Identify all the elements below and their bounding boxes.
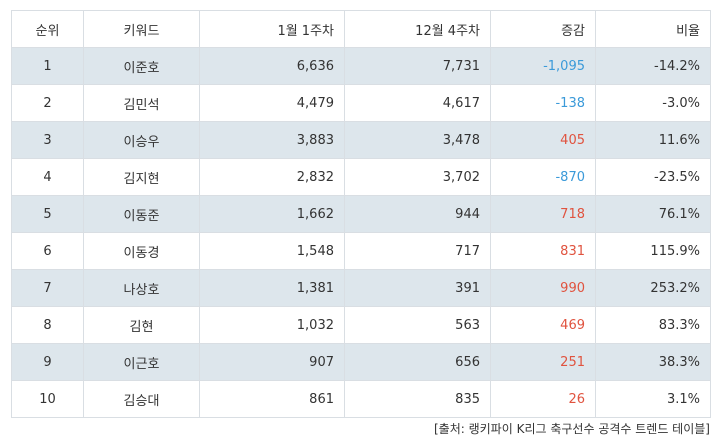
cell-week1: 861	[199, 380, 345, 418]
cell-week2: 391	[344, 269, 491, 307]
cell-rank: 10	[11, 380, 84, 418]
cell-diff: 831	[490, 232, 596, 270]
cell-diff: -138	[490, 84, 596, 122]
header-week2: 12월 4주차	[344, 10, 491, 48]
cell-ratio: 11.6%	[595, 121, 711, 159]
cell-ratio: 253.2%	[595, 269, 711, 307]
cell-week2: 3,702	[344, 158, 491, 196]
trend-table: 순위 키워드 1월 1주차 12월 4주차 증감 비율 1 이준호 6,636 7,7…	[11, 10, 711, 418]
cell-rank: 1	[11, 47, 84, 85]
table-header: 순위 키워드 1월 1주차 12월 4주차 증감 비율	[11, 10, 711, 48]
cell-ratio: 83.3%	[595, 306, 711, 344]
cell-keyword: 나상호	[83, 269, 200, 307]
cell-keyword: 이준호	[83, 47, 200, 85]
cell-week1: 1,662	[199, 195, 345, 233]
cell-rank: 9	[11, 343, 84, 381]
table-row: 2 김민석 4,479 4,617 -138 -3.0%	[11, 84, 711, 122]
cell-rank: 5	[11, 195, 84, 233]
cell-rank: 4	[11, 158, 84, 196]
cell-week2: 7,731	[344, 47, 491, 85]
cell-ratio: 38.3%	[595, 343, 711, 381]
table-row: 8 김현 1,032 563 469 83.3%	[11, 306, 711, 344]
cell-keyword: 이승우	[83, 121, 200, 159]
cell-diff: -870	[490, 158, 596, 196]
cell-diff: 26	[490, 380, 596, 418]
header-ratio: 비율	[595, 10, 711, 48]
header-week1: 1월 1주차	[199, 10, 345, 48]
source-caption: [출처: 랭키파이 K리그 축구선수 공격수 트렌드 테이블]	[433, 422, 710, 436]
cell-rank: 2	[11, 84, 84, 122]
header-diff: 증감	[490, 10, 596, 48]
cell-week2: 835	[344, 380, 491, 418]
trend-table-container: 순위 키워드 1월 1주차 12월 4주차 증감 비율 1 이준호 6,636 7,7…	[11, 10, 711, 418]
header-row: 순위 키워드 1월 1주차 12월 4주차 증감 비율	[11, 10, 711, 48]
table-body: 1 이준호 6,636 7,731 -1,095 -14.2% 2 김민석 4,479 4,617…	[11, 47, 711, 418]
cell-keyword: 이동준	[83, 195, 200, 233]
cell-ratio: -3.0%	[595, 84, 711, 122]
cell-diff: 718	[490, 195, 596, 233]
cell-rank: 7	[11, 269, 84, 307]
cell-keyword: 이동경	[83, 232, 200, 270]
table-row: 3 이승우 3,883 3,478 405 11.6%	[11, 121, 711, 159]
cell-ratio: 76.1%	[595, 195, 711, 233]
cell-keyword: 이근호	[83, 343, 200, 381]
cell-week1: 907	[199, 343, 345, 381]
cell-diff: 251	[490, 343, 596, 381]
cell-week1: 1,032	[199, 306, 345, 344]
cell-diff: -1,095	[490, 47, 596, 85]
cell-ratio: 3.1%	[595, 380, 711, 418]
cell-keyword: 김지현	[83, 158, 200, 196]
header-rank: 순위	[11, 10, 84, 48]
cell-rank: 8	[11, 306, 84, 344]
table-row: 5 이동준 1,662 944 718 76.1%	[11, 195, 711, 233]
cell-week2: 4,617	[344, 84, 491, 122]
cell-week1: 2,832	[199, 158, 345, 196]
cell-week1: 6,636	[199, 47, 345, 85]
table-row: 7 나상호 1,381 391 990 253.2%	[11, 269, 711, 307]
header-keyword: 키워드	[83, 10, 200, 48]
cell-week1: 3,883	[199, 121, 345, 159]
cell-ratio: -23.5%	[595, 158, 711, 196]
cell-keyword: 김승대	[83, 380, 200, 418]
cell-keyword: 김현	[83, 306, 200, 344]
cell-keyword: 김민석	[83, 84, 200, 122]
cell-week2: 563	[344, 306, 491, 344]
cell-rank: 3	[11, 121, 84, 159]
cell-week2: 3,478	[344, 121, 491, 159]
cell-diff: 469	[490, 306, 596, 344]
cell-ratio: 115.9%	[595, 232, 711, 270]
cell-week2: 717	[344, 232, 491, 270]
cell-week2: 944	[344, 195, 491, 233]
cell-week1: 4,479	[199, 84, 345, 122]
table-row: 4 김지현 2,832 3,702 -870 -23.5%	[11, 158, 711, 196]
cell-week1: 1,381	[199, 269, 345, 307]
table-row: 1 이준호 6,636 7,731 -1,095 -14.2%	[11, 47, 711, 85]
cell-rank: 6	[11, 232, 84, 270]
table-row: 10 김승대 861 835 26 3.1%	[11, 380, 711, 418]
cell-week2: 656	[344, 343, 491, 381]
table-row: 9 이근호 907 656 251 38.3%	[11, 343, 711, 381]
table-row: 6 이동경 1,548 717 831 115.9%	[11, 232, 711, 270]
cell-diff: 990	[490, 269, 596, 307]
cell-diff: 405	[490, 121, 596, 159]
cell-week1: 1,548	[199, 232, 345, 270]
cell-ratio: -14.2%	[595, 47, 711, 85]
